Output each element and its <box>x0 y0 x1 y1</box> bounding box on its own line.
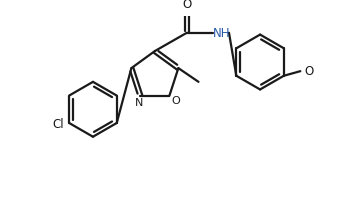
Text: O: O <box>304 64 313 77</box>
Text: NH: NH <box>213 27 230 40</box>
Text: O: O <box>172 96 180 106</box>
Text: N: N <box>135 98 143 108</box>
Text: Cl: Cl <box>52 117 64 130</box>
Text: O: O <box>182 0 191 11</box>
